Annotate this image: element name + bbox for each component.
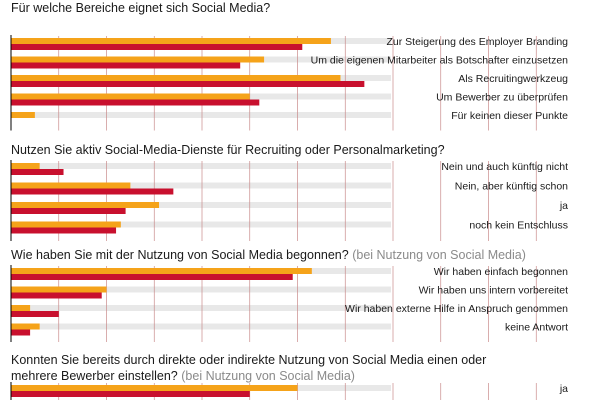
category-label-2-2: Wir haben externe Hilfe in Anspruch geno… [345,303,568,315]
row-band-0-4 [11,112,391,118]
category-label-0-2: Als Recruitingwerkzeug [458,73,568,85]
section-3-title: Wie haben Sie mit der Nutzung von Social… [11,247,526,264]
category-label-2-0: Wir haben einfach begonnen [434,266,568,278]
category-label-0-0: Zur Steigerung des Employer Branding [386,36,568,48]
category-label-1-1: Nein, aber künftig schon [455,181,568,193]
row-band-1-3 [11,221,391,228]
bar-0-1-s1 [11,62,241,69]
category-label-0-4: Für keinen dieser Punkte [451,110,568,122]
bar-1-0-s1 [11,169,64,175]
bar-0-4-s0 [11,112,35,118]
category-label-1-2: ja [559,200,568,212]
bar-1-2-s1 [11,208,126,214]
section-4-subtitle: (bei Nutzung von Social Media) [181,369,355,383]
bar-0-0-s1 [11,44,303,50]
row-band-2-3 [11,323,391,330]
category-label-1-3: noch kein Entschluss [469,220,568,232]
bar-2-2-s1 [11,311,59,317]
bar-2-3-s0 [11,323,40,330]
category-label-2-1: Wir haben uns intern vorbereitet [419,285,568,297]
row-band-1-2 [11,202,391,208]
row-band-2-1 [11,286,391,293]
row-band-1-1 [11,182,391,189]
section-3-subtitle: (bei Nutzung von Social Media) [352,248,526,262]
bar-0-1-s0 [11,56,265,63]
section-4-title-line1: Konnten Sie bereits durch direkte oder i… [11,353,487,367]
category-label-1-0: Nein und auch künftig nicht [441,161,568,173]
section-3-title-text: Wie haben Sie mit der Nutzung von Social… [11,248,349,262]
section-4-title-line2: mehrere Bewerber einstellen? [11,369,178,383]
bar-0-0-s0 [11,38,331,44]
section-4-title-2: mehrere Bewerber einstellen? (bei Nutzun… [11,368,355,385]
bar-2-3-s1 [11,329,31,336]
bar-1-1-s1 [11,188,174,195]
bar-2-0-s0 [11,268,312,274]
section-1-title: Für welche Bereiche eignet sich Social M… [11,1,271,15]
bar-1-3-s0 [11,221,121,228]
bar-2-1-s1 [11,292,102,299]
category-label-3-0: ja [559,383,568,395]
bar-3-0-s0 [11,385,298,391]
row-band-1-0 [11,163,391,169]
row-band-2-2 [11,305,391,311]
bar-1-1-s0 [11,182,131,189]
category-label-0-3: Um Bewerber zu überprüfen [436,92,568,104]
bar-0-3-s0 [11,93,250,100]
section-4-title: Konnten Sie bereits durch direkte oder i… [11,352,486,369]
category-label-2-3: keine Antwort [505,322,568,334]
category-label-0-1: Um die eigenen Mitarbeiter als Botschaft… [311,55,569,67]
bar-3-0-s1 [11,391,250,397]
bar-2-0-s1 [11,274,293,280]
bar-1-2-s0 [11,202,160,208]
bar-0-2-s1 [11,81,365,87]
bar-1-3-s1 [11,227,117,234]
bar-2-1-s0 [11,286,107,293]
bar-0-2-s0 [11,75,341,81]
section-2-title: Nutzen Sie aktiv Social-Media-Dienste fü… [11,143,445,157]
bar-0-3-s1 [11,99,260,106]
bar-2-2-s0 [11,305,31,311]
bar-1-0-s0 [11,163,40,169]
